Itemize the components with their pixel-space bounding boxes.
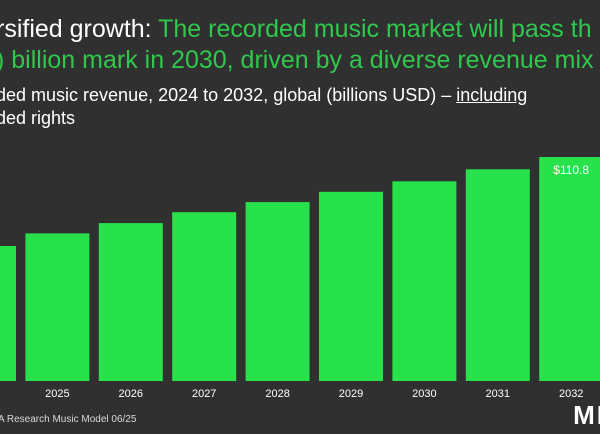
x-tick-label: 2027 [192,388,216,400]
bar-2028 [245,202,310,381]
bar-2032 [539,157,600,381]
bar-2029 [319,191,383,381]
chart-subtitle: ded music revenue, 2024 to 2032, global … [0,84,600,130]
x-tick-label: 2031 [486,388,510,400]
brand-logo: MI [573,400,600,430]
chart-title: rsified growth: The recorded music marke… [0,14,600,76]
title-highlight-line2: ) billion mark in 2030, driven by a dive… [0,46,594,74]
title-lead: rsified growth: [0,15,159,43]
bar-2026 [98,223,163,381]
subtitle-line1: ded music revenue, 2024 to 2032, global … [0,85,457,105]
bar-2031 [465,169,530,381]
x-tick-label: 2026 [119,388,143,400]
bar-2030 [392,181,457,381]
title-highlight-line1: The recorded music market will pass th [158,15,592,43]
bar-2024 [0,246,16,381]
x-tick-label: 2032 [559,388,583,400]
data-label: $110.8 [553,163,589,177]
bar-2027 [172,212,237,381]
subtitle-line2: ded rights [0,108,76,128]
source-note: A Research Music Model 06/25 [0,414,137,425]
x-tick-label: 2029 [339,388,363,400]
x-tick-label: 2030 [412,388,436,400]
bar-2025 [25,233,90,381]
x-tick-label: 2028 [265,388,289,400]
subtitle-underlined: including [456,85,528,105]
x-tick-label: 2025 [45,388,69,400]
